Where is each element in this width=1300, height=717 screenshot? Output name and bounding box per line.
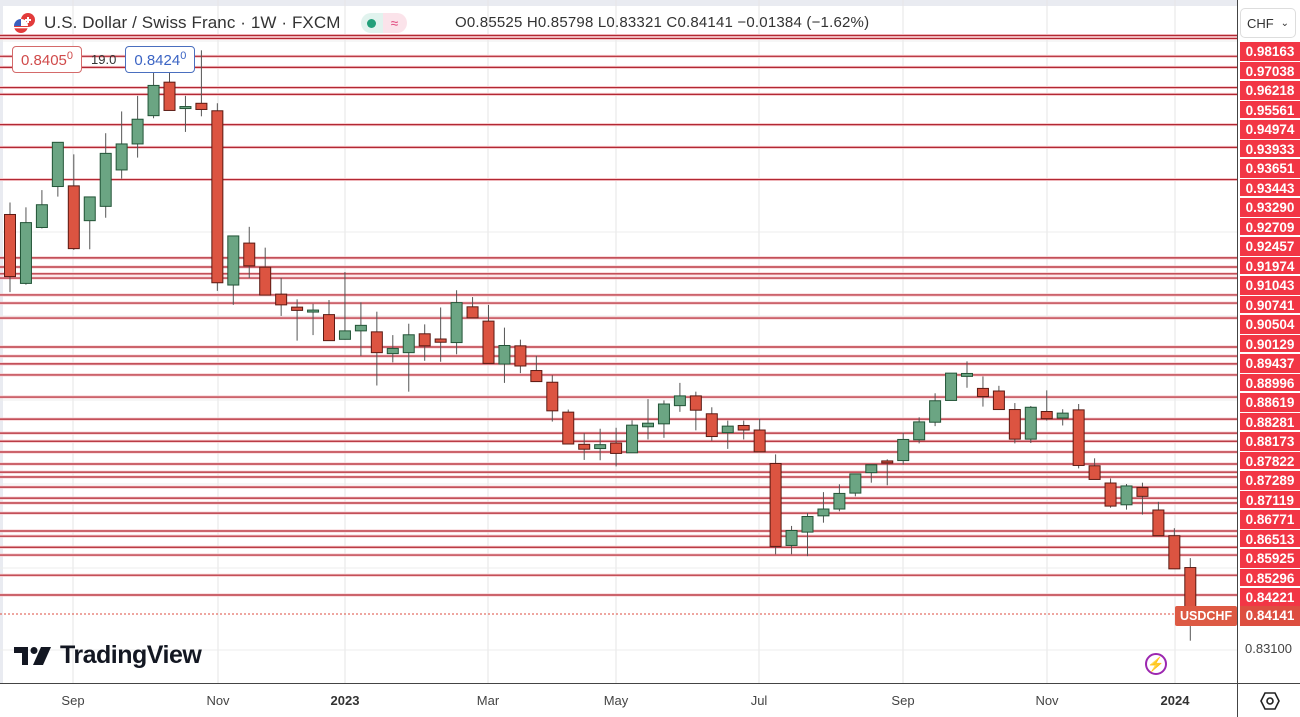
buy-button[interactable]: 0.84240 — [125, 46, 196, 73]
price-level-label: 0.88619 — [1240, 392, 1300, 412]
sell-price: 0.8405 — [21, 52, 67, 69]
price-level-label: 0.88173 — [1240, 431, 1300, 451]
market-open-dot-icon — [360, 13, 383, 33]
price-level-label: 0.85925 — [1240, 548, 1300, 568]
chart-settings-button[interactable] — [1237, 683, 1300, 717]
price-level-label: 0.96218 — [1240, 80, 1300, 100]
price-level-label: 0.87289 — [1240, 470, 1300, 490]
price-level-label: 0.95561 — [1240, 99, 1300, 119]
window-left-border — [0, 0, 3, 716]
time-axis-tick: Mar — [476, 693, 500, 708]
buy-price: 0.8424 — [134, 52, 181, 69]
price-level-label: 0.98163 — [1240, 41, 1300, 61]
tradingview-wordmark: TradingView — [60, 641, 202, 669]
time-axis[interactable]: Sep Nov 2023 Mar May Jul Sep Nov 2024 — [0, 683, 1237, 717]
time-axis-tick: Sep — [891, 693, 915, 708]
price-level-label: 0.88281 — [1240, 411, 1300, 431]
settings-hexagon-icon — [1259, 691, 1280, 710]
price-level-label: 0.93443 — [1240, 177, 1300, 197]
price-level-label: 0.90129 — [1240, 333, 1300, 353]
chart-legend: U.S. Dollar / Swiss Franc · 1W · FXCM ≈ — [12, 10, 407, 36]
spread-value: 19.0 — [91, 52, 117, 67]
price-level-label: 0.87119 — [1240, 489, 1300, 509]
ohlc-values: O0.85525 H0.85798 L0.83321 C0.84141 −0.0… — [455, 14, 870, 31]
candlestick-chart[interactable] — [0, 0, 1237, 683]
time-axis-tick: Nov — [1035, 693, 1059, 708]
price-level-label: 0.87822 — [1240, 450, 1300, 470]
events-flash-icon[interactable]: ⚡ — [1145, 653, 1167, 675]
sell-button[interactable]: 0.84050 — [12, 46, 83, 73]
time-axis-tick: Sep — [61, 693, 85, 708]
price-level-label: 0.88996 — [1240, 372, 1300, 392]
current-price-label: 0.84141 — [1240, 606, 1300, 626]
sell-price-pip: 0 — [66, 50, 74, 62]
price-level-label: 0.86513 — [1240, 528, 1300, 548]
price-level-label: 0.97038 — [1240, 60, 1300, 80]
currency-select[interactable]: CHF ⌄ — [1240, 8, 1296, 38]
time-axis-tick: Jul — [750, 693, 768, 708]
price-level-label: 0.90504 — [1240, 314, 1300, 334]
currency-value: CHF — [1247, 15, 1274, 31]
symbol-price-tag: USDCHF — [1175, 606, 1238, 626]
price-level-label: 0.89437 — [1240, 353, 1300, 373]
price-level-label: 0.91043 — [1240, 275, 1300, 295]
price-axis-tick: 0.83100 — [1245, 641, 1292, 656]
usd-chf-flag-icon — [12, 12, 38, 34]
horizontal-level-lines — [0, 34, 1237, 597]
time-axis-tick: 2024 — [1160, 693, 1190, 708]
price-level-label: 0.92457 — [1240, 236, 1300, 256]
time-axis-tick: May — [603, 693, 629, 708]
price-level-label: 0.85296 — [1240, 567, 1300, 587]
time-axis-tick: 2023 — [330, 693, 360, 708]
price-level-label: 0.93651 — [1240, 158, 1300, 178]
price-level-label: 0.90741 — [1240, 294, 1300, 314]
candles — [4, 49, 1197, 641]
price-level-label: 0.94974 — [1240, 119, 1300, 139]
time-axis-tick: Nov — [206, 693, 230, 708]
price-axis-labels: 0.98163 0.97038 0.96218 0.95561 0.94974 0.939… — [1240, 41, 1300, 607]
price-level-label: 0.86771 — [1240, 509, 1300, 529]
market-status[interactable]: ≈ — [360, 13, 407, 33]
window-top-border — [0, 0, 1300, 6]
symbol-title[interactable]: U.S. Dollar / Swiss Franc · 1W · FXCM — [44, 13, 341, 32]
price-level-label: 0.84221 — [1240, 587, 1300, 607]
tradingview-logo-icon — [14, 646, 51, 665]
buy-price-pip: 0 — [180, 50, 187, 62]
chevron-down-icon: ⌄ — [1280, 17, 1289, 29]
price-level-label: 0.93290 — [1240, 197, 1300, 217]
tradingview-logo[interactable]: TradingView — [14, 641, 202, 670]
delayed-data-icon: ≈ — [382, 13, 407, 33]
price-level-label: 0.93933 — [1240, 138, 1300, 158]
trade-panel: 0.84050 19.0 0.84240 — [12, 46, 196, 73]
price-level-label: 0.92709 — [1240, 216, 1300, 236]
price-level-label: 0.91974 — [1240, 255, 1300, 275]
